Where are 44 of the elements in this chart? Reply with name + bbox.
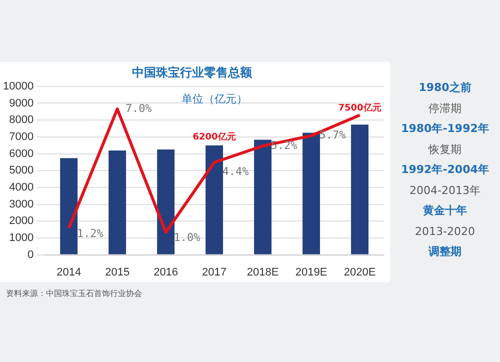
y-tick-label: 3000: [9, 198, 34, 210]
data-label: 7.0%: [125, 102, 152, 115]
text: 资料来源：中国珠宝玉石首饰行业协会: [6, 288, 142, 299]
y-tick-label: 7000: [9, 130, 34, 143]
annotation: 7500亿元: [338, 102, 382, 114]
data-label: 1.2%: [76, 226, 104, 240]
x-tick-label: 2017: [202, 266, 227, 278]
x-tick-label: 2014: [56, 266, 82, 278]
x-tick-label: 2020E: [344, 266, 376, 278]
annotation: 6200亿元: [192, 131, 236, 142]
text: 2004-2013年: [408, 182, 482, 198]
data-label: 5.7%: [319, 128, 346, 142]
bar: [108, 150, 126, 254]
y-tick-label: 9000: [9, 97, 34, 110]
bar: [302, 132, 320, 254]
y-tick-label: 6000: [9, 148, 34, 160]
y-tick-label: 1000: [9, 232, 34, 244]
text: 1980年-1992年: [400, 121, 490, 137]
text: 单位（亿元）: [181, 92, 248, 106]
y-tick-label: 0: [27, 248, 34, 261]
text: 调整期: [427, 244, 462, 260]
y-tick-label: 2000: [9, 215, 34, 228]
data-label: 5.2%: [270, 138, 298, 152]
text: 黄金十年: [422, 203, 468, 219]
y-tick-label: 8000: [9, 114, 34, 126]
x-tick-label: 2015: [105, 266, 130, 278]
text: 停滞期: [428, 100, 462, 116]
y-tick-label: 5000: [9, 164, 34, 177]
text: 恢复期: [427, 142, 462, 158]
x-tick-label: 2018E: [246, 266, 279, 278]
data-label: 1.0%: [174, 231, 201, 244]
y-tick-label: 4000: [9, 181, 34, 194]
x-tick-label: 2016: [154, 266, 178, 278]
chart-title: 中国珠宝行业零售总额: [132, 65, 253, 80]
text: 1992年-2004年: [400, 162, 490, 178]
text: 1980之前: [418, 80, 472, 96]
bar: [60, 158, 78, 254]
text: 2013-2020: [414, 224, 476, 240]
bar: [254, 140, 272, 254]
y-tick-label: 10000: [2, 80, 34, 92]
x-tick-label: 2019E: [295, 266, 328, 278]
bar: [206, 145, 224, 254]
bar: [351, 124, 368, 254]
bar: [157, 150, 175, 254]
